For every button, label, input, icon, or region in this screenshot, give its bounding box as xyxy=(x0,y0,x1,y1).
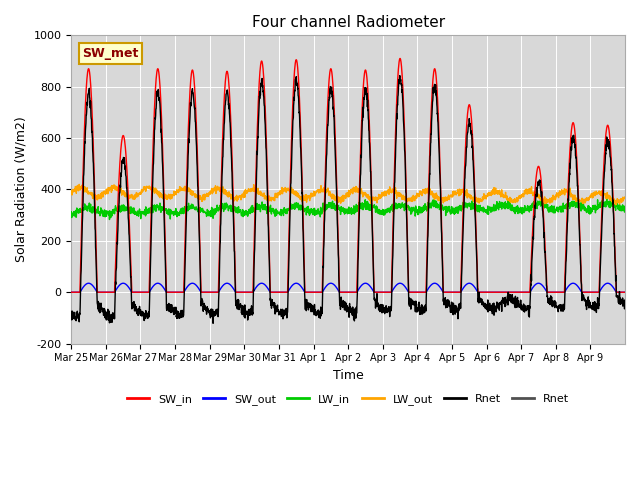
Text: SW_met: SW_met xyxy=(83,47,139,60)
Legend: SW_in, SW_out, LW_in, LW_out, Rnet, Rnet: SW_in, SW_out, LW_in, LW_out, Rnet, Rnet xyxy=(122,389,574,409)
Title: Four channel Radiometer: Four channel Radiometer xyxy=(252,15,445,30)
X-axis label: Time: Time xyxy=(333,369,364,382)
Y-axis label: Solar Radiation (W/m2): Solar Radiation (W/m2) xyxy=(15,117,28,263)
